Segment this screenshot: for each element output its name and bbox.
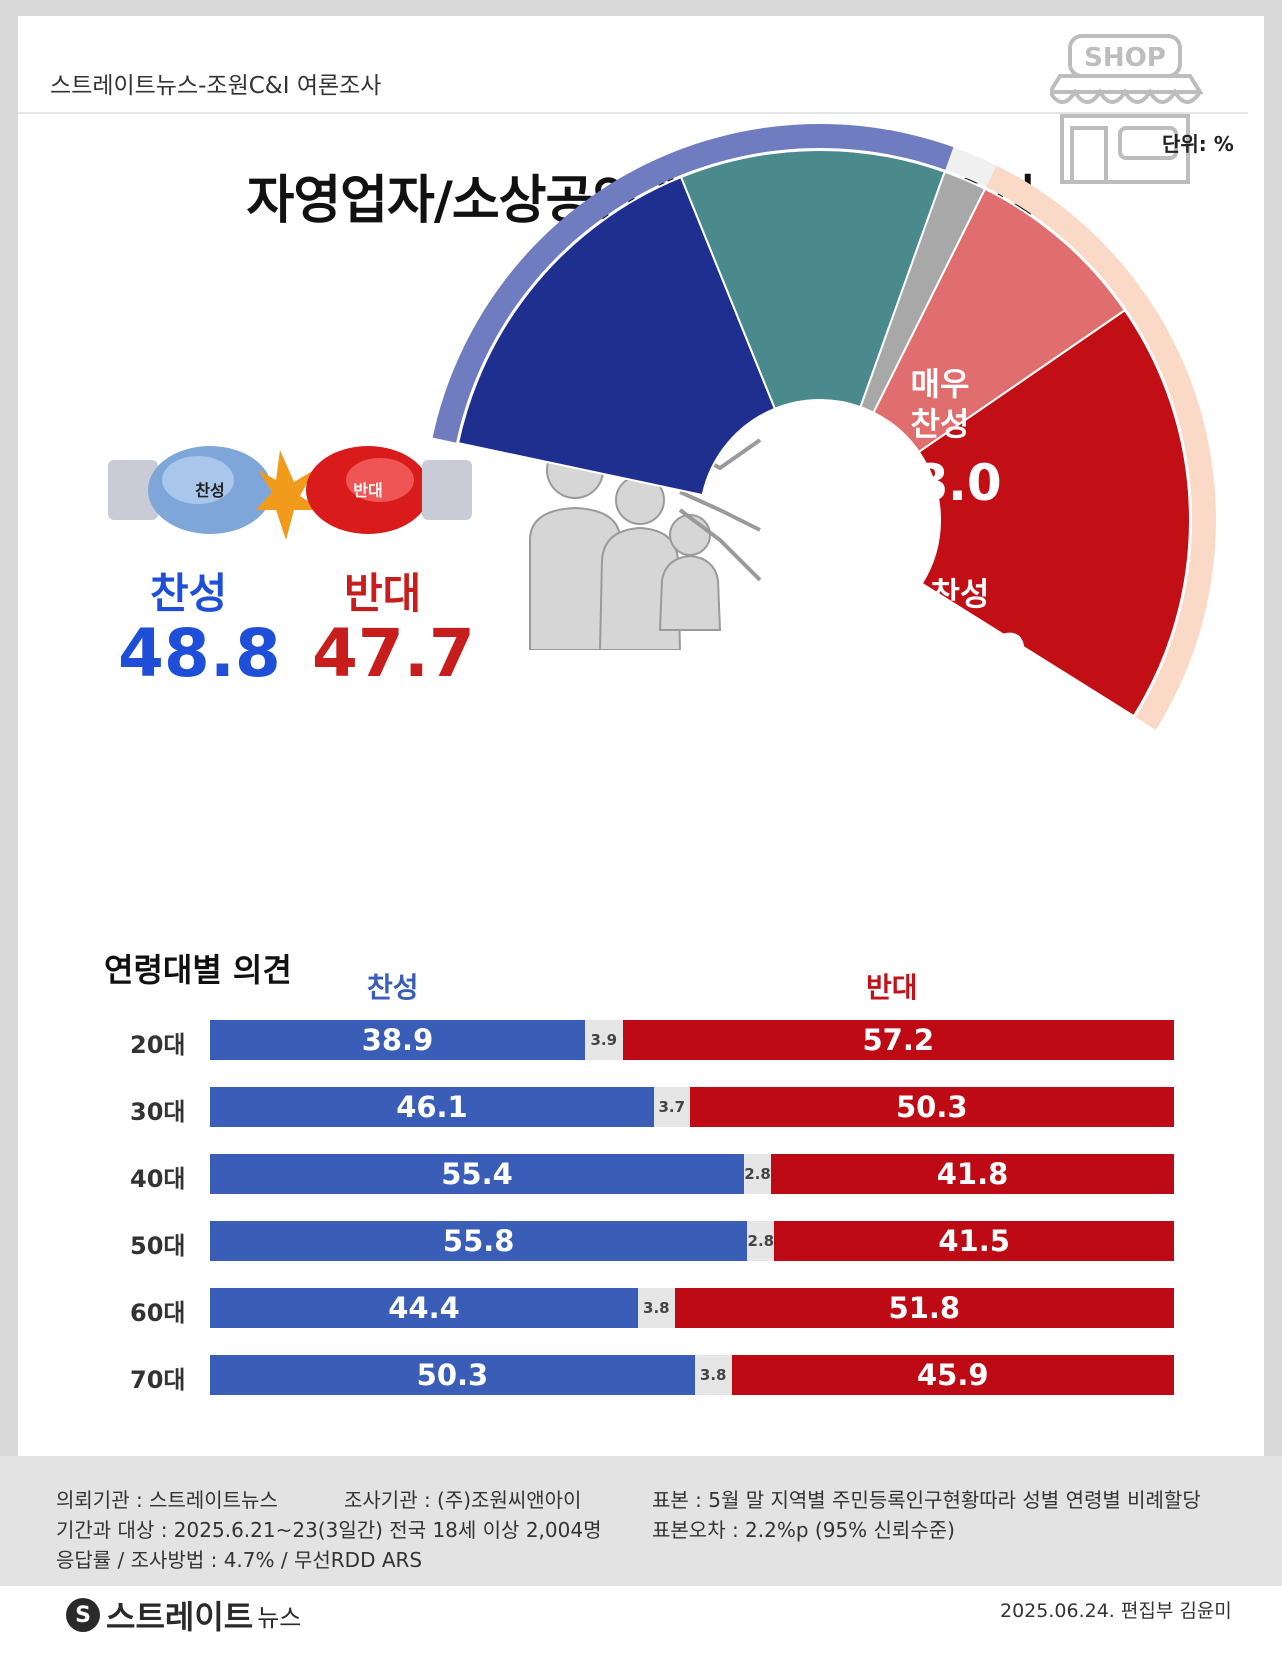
bar-no: 41.8 xyxy=(771,1154,1174,1194)
age-label: 60대 xyxy=(130,1299,186,1327)
bar-no-value: 41.8 xyxy=(936,1157,1009,1191)
glove-left-label: 찬성 xyxy=(195,481,224,500)
bar-no: 51.8 xyxy=(674,1288,1174,1328)
label-very-no-1: 매우 xyxy=(673,740,732,778)
age-bar-row: 55.4 2.8 41.8 xyxy=(210,1154,1174,1194)
yes-total-ring xyxy=(432,123,954,443)
age-label: 30대 xyxy=(130,1098,186,1126)
label-very-yes-1: 매우 xyxy=(911,365,970,403)
label-dk: 모름 xyxy=(898,701,938,726)
bar-no: 50.3 xyxy=(689,1087,1174,1127)
boxing-gloves-icon: 찬성 반대 xyxy=(108,446,472,540)
age-bar-row: 38.9 3.9 57.2 xyxy=(210,1020,1174,1060)
value-very-no: 33.3 xyxy=(638,839,761,897)
pie-slice-very-no xyxy=(917,308,1191,718)
bar-yes-value: 55.4 xyxy=(441,1157,513,1191)
unit-label: 단위: % xyxy=(1162,132,1234,156)
shop-sign-text: SHOP xyxy=(1084,43,1166,73)
total-no-value: 47.7 xyxy=(312,615,475,692)
survey-footer xyxy=(0,1456,1282,1586)
bar-dont-know-value: 3.9 xyxy=(590,1031,618,1049)
logo-sub: 뉴스 xyxy=(257,1603,302,1632)
bar-dont-know: 3.8 xyxy=(638,1288,675,1328)
age-section-title: 연령대별 의견 xyxy=(104,951,292,989)
total-yes-value: 48.8 xyxy=(118,615,281,692)
bar-dont-know: 3.8 xyxy=(694,1355,732,1395)
footer-sample: 표본 : 5월 말 지역별 주민등록인구현황따라 성별 연령별 비례할당 xyxy=(652,1488,1201,1512)
shop-icon: SHOP xyxy=(1050,34,1204,184)
footer-error: 표본오차 : 2.2%p (95% 신뢰수준) xyxy=(652,1518,955,1542)
bar-yes: 44.4 xyxy=(210,1288,639,1328)
logo-mark-icon: S xyxy=(66,1598,100,1632)
pie-slice-no xyxy=(872,187,1127,454)
bar-no-value: 57.2 xyxy=(862,1023,935,1057)
dont-know-ring xyxy=(945,147,997,188)
footer-method: 응답률 / 조사방법 : 4.7% / 무선RDD ARS xyxy=(56,1548,423,1572)
bar-dont-know: 3.7 xyxy=(653,1087,690,1127)
bar-no: 45.9 xyxy=(731,1355,1174,1395)
pie-slice-yes xyxy=(679,149,947,411)
bottom-bar xyxy=(0,1586,1282,1658)
age-bar-row: 50.3 3.8 45.9 xyxy=(210,1355,1174,1395)
logo-main: 스트레이트 xyxy=(106,1598,254,1636)
bar-no-value: 50.3 xyxy=(896,1090,968,1124)
value-no: 14.5 xyxy=(808,774,931,832)
footer-client: 의뢰기관 : 스트레이트뉴스 xyxy=(56,1488,278,1512)
age-bar-row: 55.8 2.8 41.5 xyxy=(210,1221,1174,1261)
bar-yes-value: 44.4 xyxy=(388,1291,460,1325)
glove-right-label: 반대 xyxy=(353,481,382,500)
footer-period: 기간과 대상 : 2025.6.21~23(3일간) 전국 18세 이상 2,0… xyxy=(56,1518,602,1542)
value-dk: 3.4 xyxy=(966,749,1001,773)
survey-header: 스트레이트뉴스-조원C&I 여론조사 xyxy=(50,73,382,99)
bar-no: 57.2 xyxy=(622,1020,1174,1060)
label-no: 반대 xyxy=(813,715,872,753)
bar-dont-know: 2.8 xyxy=(744,1154,772,1194)
total-yes-label: 찬성 xyxy=(150,569,228,618)
bar-dont-know-value: 2.8 xyxy=(744,1165,771,1183)
age-label: 40대 xyxy=(130,1165,186,1193)
bar-yes: 55.8 xyxy=(210,1221,748,1261)
age-bar-row: 44.4 3.8 51.8 xyxy=(210,1288,1174,1328)
opinion-donut-chart: 매우 찬성 28.0 찬성 20.9 모름 3.4 반대 14.5 매우 반대 … xyxy=(432,123,1216,897)
footer-agency: 조사기관 : (주)조원씨앤아이 xyxy=(344,1488,582,1512)
value-very-yes: 28.0 xyxy=(878,454,1001,512)
bar-yes-value: 38.9 xyxy=(361,1023,434,1057)
total-no-label: 반대 xyxy=(344,569,422,618)
bar-yes: 55.4 xyxy=(210,1154,745,1194)
bar-yes-value: 50.3 xyxy=(416,1358,489,1392)
age-label: 50대 xyxy=(130,1232,186,1260)
value-yes: 20.9 xyxy=(904,624,1027,682)
bar-no: 41.5 xyxy=(774,1221,1174,1261)
bar-dont-know-value: 3.8 xyxy=(643,1299,670,1317)
bar-yes-value: 55.8 xyxy=(442,1224,515,1258)
bar-dont-know: 3.9 xyxy=(584,1020,623,1060)
bar-no-value: 45.9 xyxy=(916,1358,989,1392)
bar-yes: 38.9 xyxy=(210,1020,585,1060)
bar-no-value: 51.8 xyxy=(888,1291,961,1325)
label-yes: 찬성 xyxy=(931,575,990,613)
age-label: 70대 xyxy=(130,1366,186,1394)
bar-yes-value: 46.1 xyxy=(396,1090,468,1124)
bar-dont-know-value: 2.8 xyxy=(747,1232,775,1250)
header-divider xyxy=(18,112,1248,114)
brand-logo: S 스트레이트 뉴스 xyxy=(66,1592,301,1638)
label-very-no-2: 반대 xyxy=(673,782,732,820)
label-very-yes-2: 찬성 xyxy=(911,405,970,443)
age-no-header: 반대 xyxy=(866,971,918,1004)
age-bar-row: 46.1 3.7 50.3 xyxy=(210,1087,1174,1127)
bar-yes: 46.1 xyxy=(210,1087,654,1127)
bar-dont-know-value: 3.8 xyxy=(699,1366,727,1384)
bar-no-value: 41.5 xyxy=(938,1224,1010,1258)
age-yes-header: 찬성 xyxy=(367,971,419,1004)
bar-dont-know: 2.8 xyxy=(747,1221,775,1261)
pie-slice-very-yes xyxy=(456,175,777,497)
date-editor: 2025.06.24. 편집부 김윤미 xyxy=(1000,1600,1232,1622)
bar-yes: 50.3 xyxy=(210,1355,695,1395)
bar-dont-know-value: 3.7 xyxy=(658,1098,686,1116)
age-label: 20대 xyxy=(130,1031,186,1059)
